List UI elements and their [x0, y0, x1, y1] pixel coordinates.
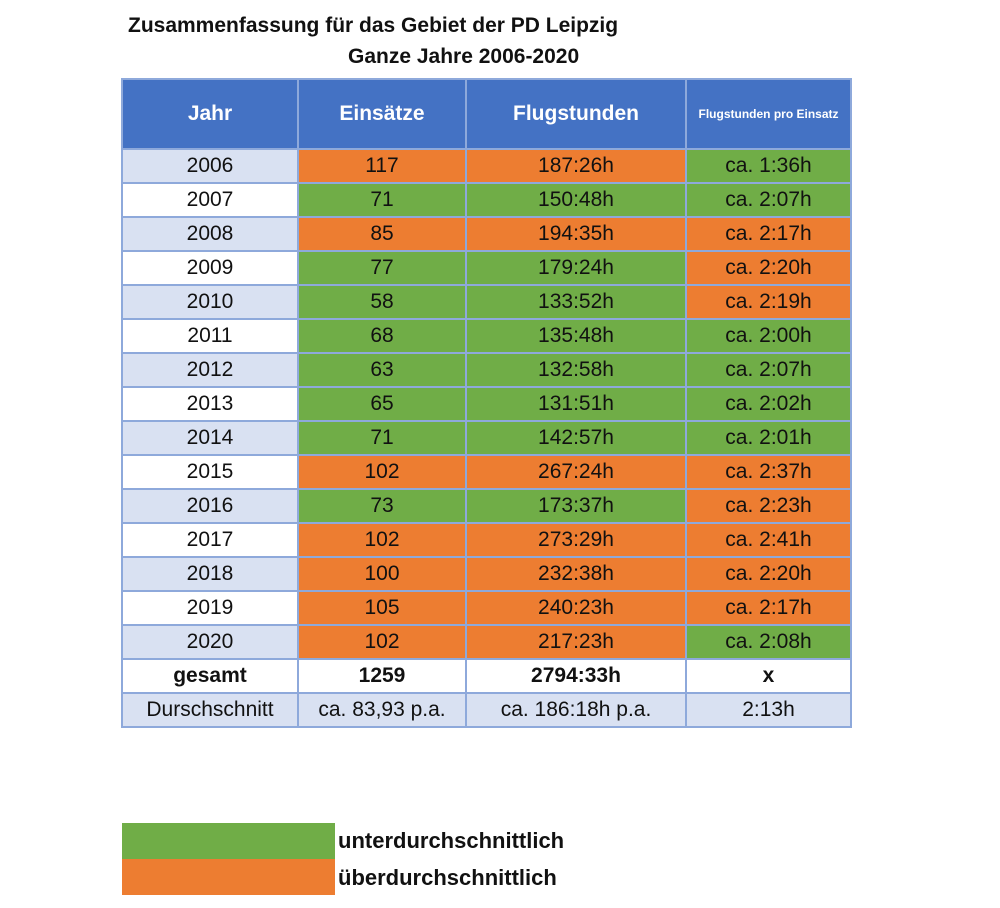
total-flugstunden: 2794:33h: [465, 658, 687, 694]
pro-einsatz-cell: ca. 2:23h: [685, 488, 852, 524]
year-cell: 2020: [121, 624, 299, 660]
einsaetze-cell: 63: [297, 352, 467, 388]
year-cell: 2006: [121, 148, 299, 184]
pro-einsatz-cell: ca. 2:20h: [685, 556, 852, 592]
flugstunden-cell: 187:26h: [465, 148, 687, 184]
pro-einsatz-cell: ca. 2:37h: [685, 454, 852, 490]
year-cell: 2009: [121, 250, 299, 286]
flugstunden-cell: 179:24h: [465, 250, 687, 286]
year-cell: 2007: [121, 182, 299, 218]
pro-einsatz-cell: ca. 2:07h: [685, 352, 852, 388]
year-cell: 2010: [121, 284, 299, 320]
flugstunden-cell: 194:35h: [465, 216, 687, 252]
table-row: 2017 102 273:29h ca. 2:41h: [121, 522, 852, 558]
legend-swatch-orange: [122, 859, 335, 895]
einsaetze-cell: 102: [297, 522, 467, 558]
table-row: 2018 100 232:38h ca. 2:20h: [121, 556, 852, 592]
year-cell: 2013: [121, 386, 299, 422]
header-pro-einsatz: Flugstunden pro Einsatz: [685, 78, 852, 150]
year-cell: 2016: [121, 488, 299, 524]
year-cell: 2018: [121, 556, 299, 592]
einsaetze-cell: 73: [297, 488, 467, 524]
einsaetze-cell: 65: [297, 386, 467, 422]
einsaetze-cell: 105: [297, 590, 467, 626]
title-line-2: Ganze Jahre 2006-2020: [348, 45, 580, 68]
einsaetze-cell: 71: [297, 420, 467, 456]
average-row: Durschschnitt ca. 83,93 p.a. ca. 186:18h…: [121, 692, 852, 728]
summary-table: Jahr Einsätze Flugstunden Flugstunden pr…: [121, 78, 852, 728]
legend-swatch-green: [122, 823, 335, 859]
table-row: 2013 65 131:51h ca. 2:02h: [121, 386, 852, 422]
total-row: gesamt 1259 2794:33h x: [121, 658, 852, 694]
flugstunden-cell: 132:58h: [465, 352, 687, 388]
einsaetze-cell: 117: [297, 148, 467, 184]
flugstunden-cell: 232:38h: [465, 556, 687, 592]
pro-einsatz-cell: ca. 2:00h: [685, 318, 852, 354]
average-label: Durschschnitt: [121, 692, 299, 728]
einsaetze-cell: 68: [297, 318, 467, 354]
table-row: 2012 63 132:58h ca. 2:07h: [121, 352, 852, 388]
table-row: 2019 105 240:23h ca. 2:17h: [121, 590, 852, 626]
pro-einsatz-cell: ca. 2:08h: [685, 624, 852, 660]
flugstunden-cell: 267:24h: [465, 454, 687, 490]
einsaetze-cell: 102: [297, 454, 467, 490]
flugstunden-cell: 217:23h: [465, 624, 687, 660]
average-pro: 2:13h: [685, 692, 852, 728]
pro-einsatz-cell: ca. 2:02h: [685, 386, 852, 422]
table-row: 2011 68 135:48h ca. 2:00h: [121, 318, 852, 354]
table-row: 2016 73 173:37h ca. 2:23h: [121, 488, 852, 524]
header-row: Jahr Einsätze Flugstunden Flugstunden pr…: [121, 78, 852, 150]
pro-einsatz-cell: ca. 2:17h: [685, 216, 852, 252]
pro-einsatz-cell: ca. 2:07h: [685, 182, 852, 218]
table-row: 2010 58 133:52h ca. 2:19h: [121, 284, 852, 320]
einsaetze-cell: 85: [297, 216, 467, 252]
table-row: 2006 117 187:26h ca. 1:36h: [121, 148, 852, 184]
year-cell: 2011: [121, 318, 299, 354]
flugstunden-cell: 131:51h: [465, 386, 687, 422]
pro-einsatz-cell: ca. 2:20h: [685, 250, 852, 286]
year-cell: 2008: [121, 216, 299, 252]
average-einsaetze: ca. 83,93 p.a.: [297, 692, 467, 728]
header-jahr: Jahr: [121, 78, 299, 150]
einsaetze-cell: 77: [297, 250, 467, 286]
pro-einsatz-cell: ca. 2:01h: [685, 420, 852, 456]
year-cell: 2015: [121, 454, 299, 490]
year-cell: 2019: [121, 590, 299, 626]
flugstunden-cell: 173:37h: [465, 488, 687, 524]
title-line-1: Zusammenfassung für das Gebiet der PD Le…: [128, 14, 619, 37]
einsaetze-cell: 71: [297, 182, 467, 218]
table-row: 2014 71 142:57h ca. 2:01h: [121, 420, 852, 456]
average-flugstunden: ca. 186:18h p.a.: [465, 692, 687, 728]
header-flugstunden: Flugstunden: [465, 78, 687, 150]
header-einsaetze: Einsätze: [297, 78, 467, 150]
flugstunden-cell: 150:48h: [465, 182, 687, 218]
table-row: 2015 102 267:24h ca. 2:37h: [121, 454, 852, 490]
einsaetze-cell: 100: [297, 556, 467, 592]
pro-einsatz-cell: ca. 2:19h: [685, 284, 852, 320]
flugstunden-cell: 142:57h: [465, 420, 687, 456]
legend-label-orange: überdurchschnittlich: [338, 865, 557, 890]
flugstunden-cell: 273:29h: [465, 522, 687, 558]
pro-einsatz-cell: ca. 2:41h: [685, 522, 852, 558]
table-row: 2008 85 194:35h ca. 2:17h: [121, 216, 852, 252]
pro-einsatz-cell: ca. 1:36h: [685, 148, 852, 184]
year-cell: 2014: [121, 420, 299, 456]
year-cell: 2012: [121, 352, 299, 388]
total-pro: x: [685, 658, 852, 694]
einsaetze-cell: 58: [297, 284, 467, 320]
table-row: 2009 77 179:24h ca. 2:20h: [121, 250, 852, 286]
pro-einsatz-cell: ca. 2:17h: [685, 590, 852, 626]
flugstunden-cell: 135:48h: [465, 318, 687, 354]
einsaetze-cell: 102: [297, 624, 467, 660]
table-row: 2020 102 217:23h ca. 2:08h: [121, 624, 852, 660]
flugstunden-cell: 240:23h: [465, 590, 687, 626]
total-label: gesamt: [121, 658, 299, 694]
total-einsaetze: 1259: [297, 658, 467, 694]
flugstunden-cell: 133:52h: [465, 284, 687, 320]
table-row: 2007 71 150:48h ca. 2:07h: [121, 182, 852, 218]
legend-label-green: unterdurchschnittlich: [338, 828, 565, 853]
year-cell: 2017: [121, 522, 299, 558]
